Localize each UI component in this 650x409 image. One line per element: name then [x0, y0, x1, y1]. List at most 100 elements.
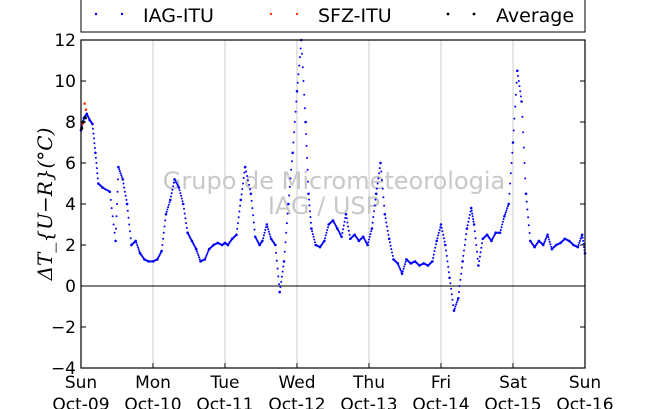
data-trail-point	[519, 90, 522, 93]
data-trail-point	[373, 204, 376, 207]
y-tick-label-3: 2	[65, 236, 76, 256]
data-point-0-71	[374, 192, 378, 196]
data-trail-point	[512, 129, 515, 132]
data-point-0-51	[291, 151, 295, 155]
data-trail-point	[263, 231, 266, 234]
data-point-0-50	[287, 202, 290, 206]
data-trail-point	[294, 110, 297, 113]
data-trail-point	[468, 217, 471, 220]
data-point-1-2	[84, 108, 88, 111]
data-trail-point	[577, 244, 580, 246]
data-trail-point	[388, 241, 391, 244]
data-trail-point	[506, 207, 509, 210]
data-point-0-105	[520, 100, 523, 103]
data-trail-point	[391, 254, 394, 257]
watermark-line-1: Grupo de Micrometeorologia	[163, 167, 505, 195]
data-trail-point	[170, 192, 173, 195]
data-trail-point	[163, 225, 166, 228]
data-trail-point	[450, 287, 453, 290]
data-trail-point	[455, 301, 458, 304]
data-trail-point	[93, 142, 96, 145]
data-trail-point	[253, 228, 256, 231]
data-trail-point	[291, 160, 293, 163]
data-trail-point	[206, 253, 208, 256]
data-trail-point	[480, 246, 483, 249]
data-trail-point	[460, 272, 463, 275]
data-trail-point	[324, 237, 327, 240]
data-trail-point	[532, 245, 535, 247]
data-trail-point	[295, 100, 298, 103]
data-trail-point	[342, 224, 345, 227]
data-trail-point	[459, 278, 462, 281]
data-point-0-12	[125, 202, 129, 206]
data-trail-point	[409, 261, 411, 264]
data-trail-point	[308, 204, 311, 207]
data-trail-point	[368, 238, 370, 241]
data-trail-point	[478, 255, 481, 258]
data-trail-point	[289, 177, 292, 180]
data-trail-point	[472, 220, 475, 223]
data-trail-point	[88, 117, 91, 120]
data-trail-point	[303, 93, 306, 96]
data-trail-point	[339, 234, 342, 237]
data-trail-point	[279, 286, 282, 288]
data-trail-point	[422, 262, 424, 265]
data-trail-point	[136, 246, 139, 249]
data-trail-point	[183, 207, 185, 210]
data-trail-point	[327, 226, 329, 229]
data-trail-point	[527, 216, 530, 219]
data-trail-point	[476, 250, 478, 253]
data-trail-point	[325, 231, 328, 234]
data-trail-point	[378, 167, 381, 170]
data-trail-point	[183, 212, 186, 215]
x-tick-day-1: Mon	[135, 373, 171, 393]
data-trail-point	[456, 299, 459, 302]
series-1	[81, 102, 88, 126]
data-trail-point	[194, 246, 197, 249]
data-trail-point	[445, 254, 448, 257]
data-point-0-88	[448, 276, 451, 280]
data-trail-point	[311, 230, 314, 233]
data-trail-point	[309, 210, 311, 213]
data-point-0-95	[477, 264, 480, 267]
y-tick-label-0: −4	[51, 359, 76, 379]
data-trail-point	[95, 162, 98, 164]
data-trail-point	[374, 198, 377, 201]
data-trail-point	[473, 230, 476, 233]
legend-item-0: IAG-ITU	[94, 5, 214, 27]
data-trail-point	[252, 214, 255, 217]
data-point-0-40	[243, 165, 247, 169]
data-trail-point	[462, 254, 465, 257]
data-trail-point	[390, 248, 393, 251]
data-trail-point	[509, 172, 512, 175]
watermark: Grupo de Micrometeorologia IAG / USP	[163, 167, 505, 220]
data-trail-point	[474, 237, 477, 240]
data-trail-point	[205, 254, 208, 257]
data-trail-point	[159, 251, 162, 254]
y-axis-label: ΔT_{U−R}(°C)	[33, 128, 57, 282]
data-trail-point	[96, 177, 99, 180]
x-tick-day-4: Thu	[352, 373, 385, 393]
data-trail-point	[92, 127, 94, 130]
data-trail-point	[177, 185, 180, 188]
y-tick-label-2: 0	[65, 277, 76, 297]
data-trail-point	[443, 240, 446, 243]
data-trail-point	[501, 223, 504, 226]
data-point-0-73	[383, 213, 387, 216]
data-trail-point	[292, 141, 295, 144]
data-point-0-55	[307, 192, 310, 196]
data-trail-point	[127, 216, 130, 219]
data-trail-point	[282, 265, 285, 268]
data-trail-point	[303, 107, 306, 110]
data-trail-point	[125, 198, 128, 201]
data-trail-point	[578, 241, 581, 244]
data-trail-point	[541, 243, 544, 246]
grid	[152, 40, 514, 368]
data-trail-point	[346, 221, 349, 224]
data-trail-point	[299, 47, 302, 50]
data-trail-point	[426, 264, 429, 267]
data-trail-point	[361, 236, 364, 239]
data-trail-point	[302, 80, 305, 82]
x-tick-date-0: Oct-09	[52, 395, 109, 409]
